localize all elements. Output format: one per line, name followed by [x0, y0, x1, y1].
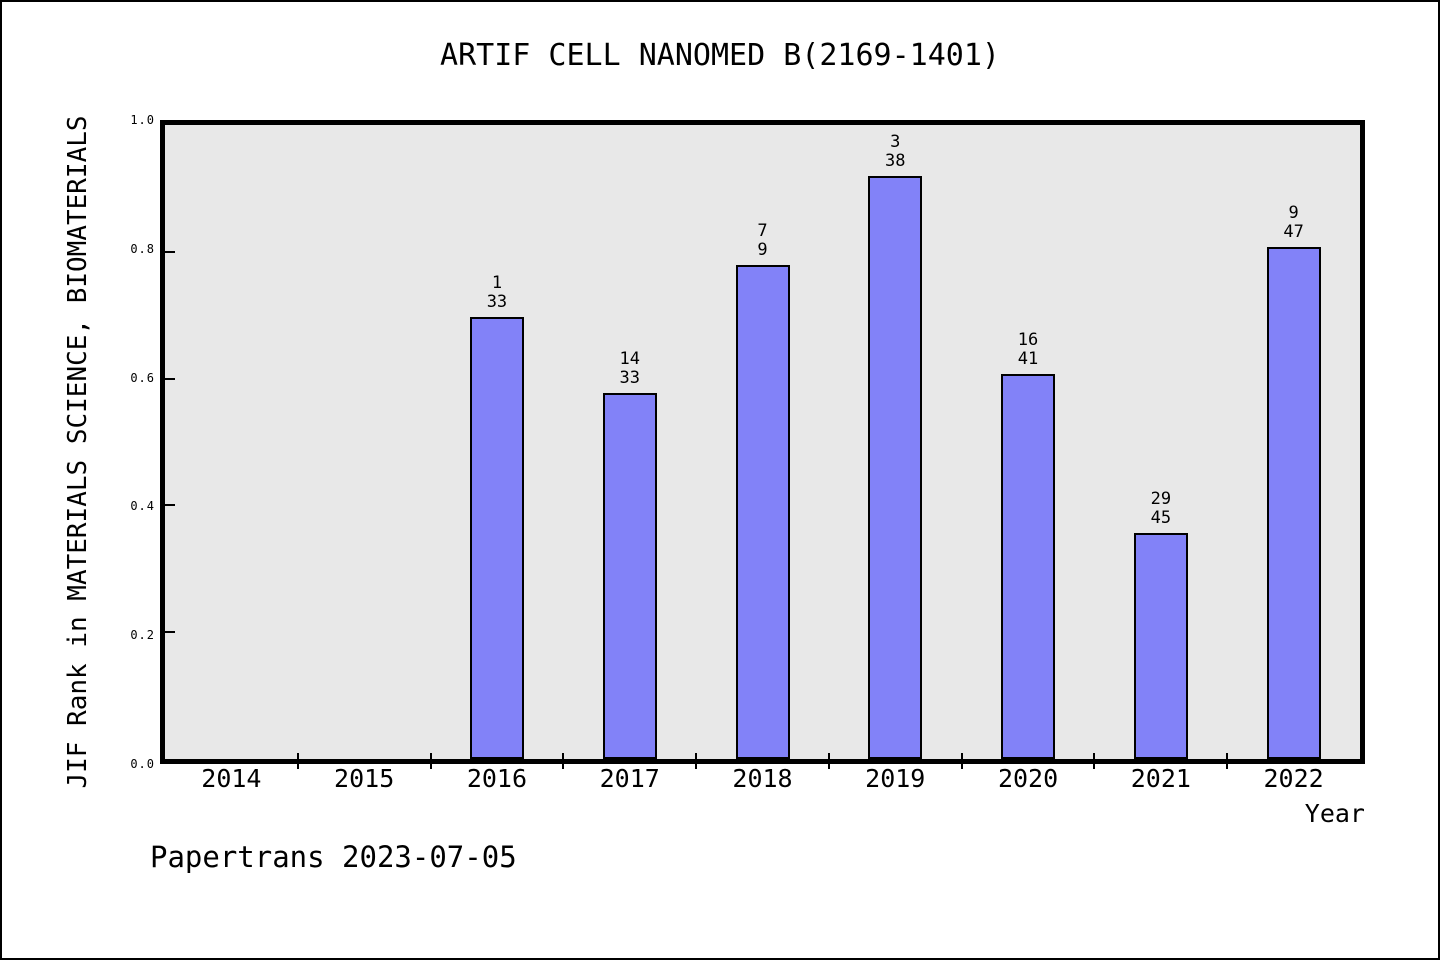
bar-label-2017: 14 33	[580, 350, 680, 388]
footer-watermark: Papertrans 2023-07-05	[150, 840, 517, 874]
bar-label-total: 41	[1017, 349, 1039, 369]
x-tick-mark	[1093, 753, 1096, 769]
y-tick-label: 0.6	[130, 370, 155, 385]
x-category-label: 2022	[1263, 764, 1324, 793]
y-tick-label: 1.0	[130, 113, 155, 127]
bar-label-rank: 16	[1017, 330, 1039, 350]
y-tick-label: 0.8	[130, 241, 155, 256]
x-tick-mark	[1226, 753, 1229, 769]
bar-label-total: 33	[619, 368, 640, 388]
x-category-label: 2018	[732, 764, 793, 793]
bar-label-2020: 16 41	[978, 331, 1078, 369]
bar-2021	[1133, 533, 1188, 759]
bar-label-total: 45	[1150, 508, 1172, 528]
bar-label-2016: 1 33	[447, 274, 547, 312]
bar-label-rank: 29	[1150, 489, 1172, 509]
bar-label-2021: 29 45	[1111, 490, 1211, 528]
chart-title: ARTIF CELL NANOMED B(2169-1401)	[440, 38, 1000, 73]
bar-label-rank: 7	[757, 221, 768, 241]
bar-label-2022: 9 47	[1244, 204, 1344, 242]
y-tick-label: 0.2	[130, 628, 155, 643]
x-category-label: 2017	[599, 764, 660, 793]
x-category-label: 2014	[201, 764, 262, 793]
bar-2017	[602, 393, 657, 759]
bar-label-total: 9	[757, 240, 768, 260]
y-tick-label: 0.0	[130, 757, 155, 771]
x-category-label: 2015	[334, 764, 395, 793]
x-tick-mark	[296, 753, 299, 769]
bar-label-total: 47	[1283, 222, 1304, 242]
y-tick-mark	[165, 377, 175, 380]
bar-2018	[735, 265, 790, 759]
x-axis-label: Year	[1304, 799, 1365, 828]
y-tick-mark	[165, 504, 175, 507]
x-tick-mark	[562, 753, 565, 769]
bar-2016	[469, 317, 524, 759]
x-category-label: 2020	[997, 764, 1059, 793]
bar-label-total: 38	[885, 151, 906, 171]
x-tick-mark	[695, 753, 698, 769]
x-tick-mark	[960, 753, 963, 769]
bar-label-rank: 1	[491, 273, 503, 293]
bar-label-rank: 9	[1288, 203, 1299, 223]
bar-label-rank: 3	[890, 132, 901, 152]
bar-label-total: 33	[486, 292, 508, 312]
y-axis-label: JIF Rank in MATERIALS SCIENCE, BIOMATERI…	[63, 115, 93, 789]
bar-2019	[868, 176, 923, 759]
x-tick-mark	[827, 753, 830, 769]
y-tick-mark	[165, 631, 175, 634]
x-category-label: 2016	[466, 764, 528, 793]
bar-label-rank: 14	[619, 349, 640, 369]
bar-label-2019: 3 38	[845, 133, 945, 171]
x-category-label: 2019	[865, 764, 926, 793]
x-category-label: 2021	[1130, 764, 1191, 793]
bar-2020	[1001, 374, 1056, 759]
y-tick-label: 0.4	[130, 499, 155, 514]
bar-2022	[1266, 247, 1321, 759]
y-tick-mark	[165, 250, 175, 253]
x-tick-mark	[429, 753, 432, 769]
